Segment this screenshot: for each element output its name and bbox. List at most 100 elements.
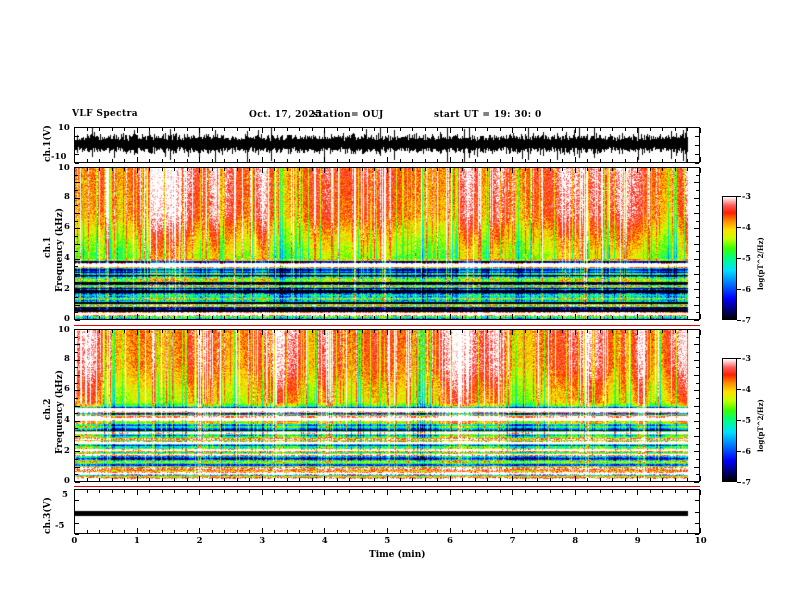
x-tick-mark	[500, 330, 501, 333]
x-tick-mark	[149, 478, 150, 481]
x-tick-mark	[450, 314, 451, 319]
x-tick-mark	[312, 128, 313, 131]
x-tick-mark	[87, 330, 88, 333]
x-tick-mark	[475, 490, 476, 493]
y-tick-mark	[75, 221, 78, 222]
x-tick-mark	[437, 490, 438, 493]
x-tick-mark	[562, 128, 563, 131]
x-tick-mark	[637, 168, 638, 173]
x-tick-mark	[262, 157, 263, 162]
x-tick-mark	[637, 476, 638, 481]
x-tick-mark	[87, 128, 88, 131]
x-tick-mark	[625, 316, 626, 319]
x-tick-mark	[462, 128, 463, 131]
y-tick-mark	[75, 154, 79, 155]
x-tick-mark	[437, 530, 438, 533]
x-tick-mark	[562, 530, 563, 533]
x-tick-mark	[537, 316, 538, 319]
x-tick-mark	[262, 168, 263, 173]
figure-title: VLF Spectra	[72, 109, 138, 119]
x-tick-mark	[600, 490, 601, 493]
x-tick-mark	[112, 330, 113, 333]
x-tick-mark	[74, 528, 75, 533]
x-tick-mark	[500, 168, 501, 171]
x-tick-mark	[462, 316, 463, 319]
x-tick-mark	[437, 128, 438, 131]
x-tick-mark	[550, 168, 551, 171]
x-tick-mark	[174, 330, 175, 333]
x-tick-mark	[374, 478, 375, 481]
x-tick-mark	[287, 159, 288, 162]
y-tick-mark	[75, 305, 80, 306]
x-tick-mark	[287, 530, 288, 533]
y-tick-mark	[696, 251, 699, 252]
x-tick-mark	[625, 168, 626, 171]
x-tick-mark	[650, 490, 651, 493]
colorbar-tick-mark	[737, 388, 741, 390]
x-tick-mark	[687, 478, 688, 481]
x-tick-mark	[237, 530, 238, 533]
x-tick-mark	[374, 128, 375, 131]
figure-station: station= OUJ	[313, 110, 384, 120]
x-tick-mark	[99, 168, 100, 171]
x-tick-mark	[412, 128, 413, 131]
y-tick-mark	[694, 390, 699, 391]
x-tick-label-6: 6	[447, 536, 453, 546]
y-tick-mark	[694, 375, 699, 376]
colorbar-tick-label-neg7: -7	[742, 477, 751, 487]
colorbar-tick-label-neg5: -5	[742, 415, 751, 425]
x-tick-mark	[299, 490, 300, 493]
x-tick-mark	[600, 316, 601, 319]
y-tick-mark	[695, 500, 699, 501]
x-tick-mark	[500, 490, 501, 493]
x-tick-mark	[124, 168, 125, 171]
ch3-wave-axis-label: ch.3(V)	[43, 497, 53, 534]
x-tick-mark	[162, 478, 163, 481]
y-tick-mark	[75, 534, 79, 535]
x-tick-mark	[149, 159, 150, 162]
x-tick-mark	[274, 168, 275, 171]
y-tick-mark	[75, 205, 78, 206]
x-tick-mark	[312, 316, 313, 319]
x-tick-mark	[462, 330, 463, 333]
x-tick-mark	[612, 530, 613, 533]
x-tick-mark	[425, 159, 426, 162]
x-tick-mark	[99, 128, 100, 131]
x-tick-mark	[650, 316, 651, 319]
x-tick-mark	[700, 528, 701, 533]
x-tick-mark	[587, 128, 588, 131]
x-tick-mark	[687, 530, 688, 533]
x-tick-mark	[562, 478, 563, 481]
x-tick-mark	[500, 159, 501, 162]
x-tick-mark	[212, 316, 213, 319]
x-tick-mark	[274, 128, 275, 131]
x-tick-mark	[437, 316, 438, 319]
x-tick-mark	[199, 476, 200, 481]
x-tick-mark	[224, 330, 225, 333]
x-tick-mark	[600, 128, 601, 131]
x-tick-mark	[587, 159, 588, 162]
x-tick-mark	[450, 168, 451, 173]
y-tick-mark	[694, 259, 699, 260]
x-tick-mark	[362, 128, 363, 131]
x-tick-mark	[224, 490, 225, 493]
y-tick-mark	[696, 205, 699, 206]
x-tick-mark	[612, 316, 613, 319]
x-tick-mark	[412, 530, 413, 533]
y-tick-mark	[694, 198, 699, 199]
y-tick-mark	[696, 337, 699, 338]
x-tick-mark	[387, 314, 388, 319]
x-tick-mark	[687, 159, 688, 162]
y-tick-mark	[694, 467, 699, 468]
x-tick-label-1: 1	[134, 536, 140, 546]
x-tick-mark	[487, 316, 488, 319]
x-tick-mark	[562, 168, 563, 171]
ch2-spectrogram-image	[75, 330, 699, 481]
y-tick-mark	[696, 474, 699, 475]
y-tick-mark	[75, 367, 78, 368]
x-tick-mark	[187, 530, 188, 533]
x-tick-mark	[675, 128, 676, 131]
x-tick-mark	[287, 316, 288, 319]
x-tick-mark	[662, 159, 663, 162]
x-tick-mark	[400, 159, 401, 162]
